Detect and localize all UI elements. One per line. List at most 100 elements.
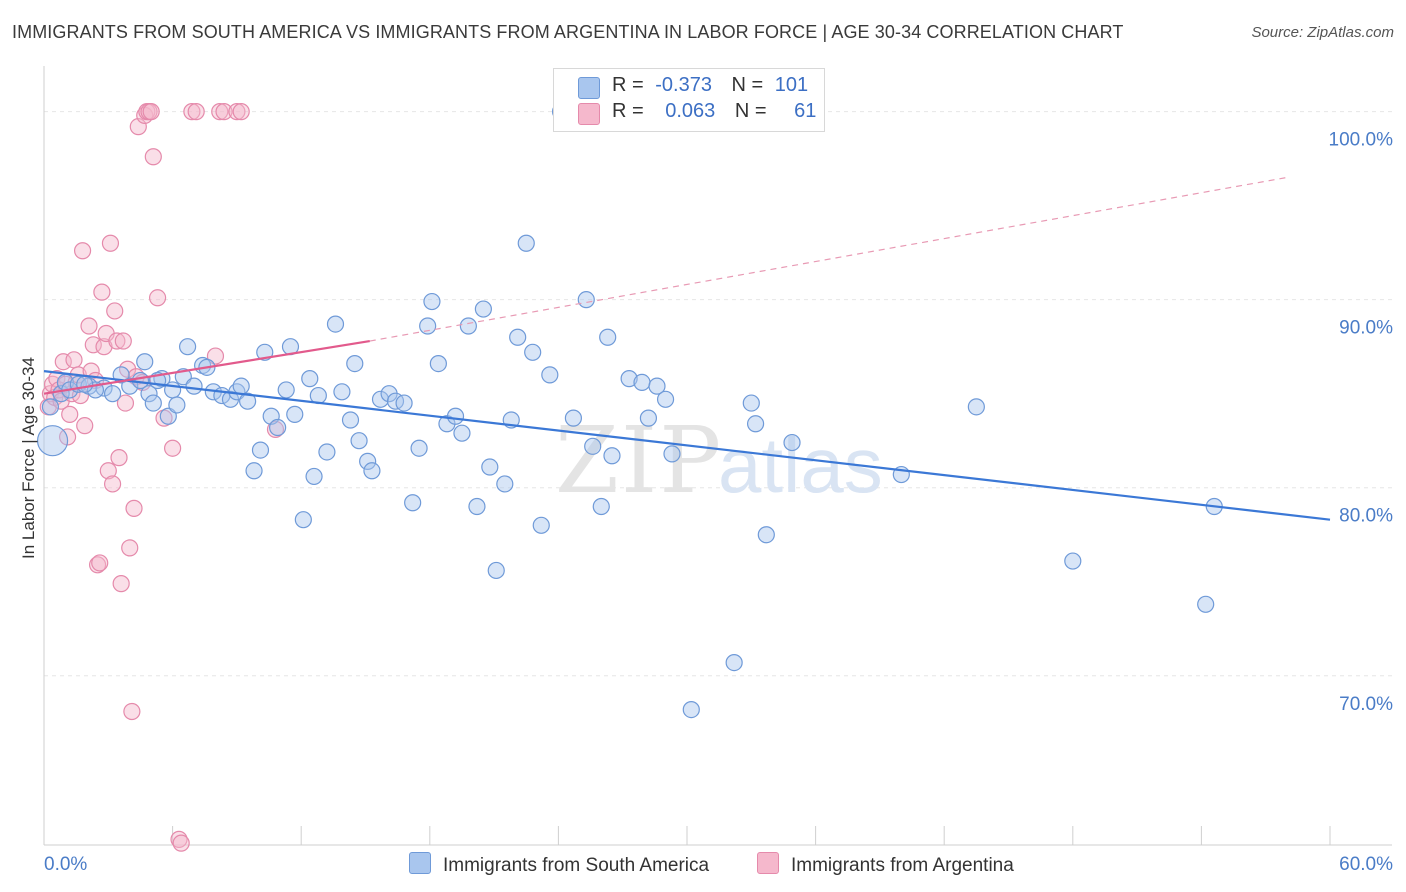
point-argentina [228,103,246,121]
n-label: N = [731,74,764,96]
bottom-legend-swatch-pink [757,852,779,874]
point-south-america [663,445,681,463]
point-argentina [106,302,124,320]
point-argentina [187,103,205,121]
point-south-america [648,377,666,395]
point-south-america [326,315,345,333]
bottom-legend-label: Immigrants from South America [443,855,710,876]
point-south-america [277,381,295,399]
point-south-america [419,317,437,335]
point-south-america [333,383,351,401]
point-south-america [446,407,465,425]
x-tick-label: 0.0% [44,854,87,875]
y-tick-label: 100.0% [1329,130,1394,151]
point-argentina [108,332,126,350]
point-south-america [509,328,527,346]
point-south-america [564,409,583,427]
point-south-america [350,432,368,450]
point-argentina [112,575,130,593]
chart-title: IMMIGRANTS FROM SOUTH AMERICA VS IMMIGRA… [12,22,1124,42]
point-argentina [148,289,167,307]
point-argentina [211,103,229,121]
trend-line-argentina [43,339,370,395]
point-argentina [110,449,128,467]
point-south-america [783,433,801,452]
point-south-america [251,441,270,459]
legend-text: R = -0.373 N = 101 [612,74,808,97]
point-argentina [116,394,135,412]
bottom-legend-south-america: Immigrants from South America [409,852,709,877]
point-south-america [459,317,477,335]
point-argentina [164,439,182,457]
point-argentina [93,283,111,301]
point-argentina [54,353,72,371]
n-label: N = [734,100,767,122]
trend-line-argentina-extended [369,176,1288,342]
point-south-america [140,385,158,403]
point-south-america [359,452,377,470]
point-argentina [172,834,190,852]
point-south-america [305,467,323,486]
point-argentina [73,242,92,260]
bottom-legend-label: Immigrants from Argentina [791,855,1014,876]
point-south-america [603,447,621,465]
point-south-america [496,475,514,493]
point-south-america [395,394,413,412]
point-south-america [168,396,186,414]
point-argentina [144,148,162,166]
point-south-america [725,653,743,672]
point-south-america [742,394,760,412]
point-south-america [639,409,658,427]
point-argentina [121,539,139,557]
point-south-america [487,561,505,580]
point-south-america [453,424,471,442]
trend-line-south-america [43,370,1331,521]
point-south-america [423,292,441,311]
trend-lines [43,176,1331,521]
y-tick-label: 80.0% [1339,506,1393,527]
point-argentina [183,103,201,121]
point-argentina [103,475,122,493]
point-south-america [245,462,263,480]
point-south-america [103,385,122,403]
point-argentina [61,405,79,423]
point-argentina [65,351,83,369]
point-south-america [136,353,154,371]
point-argentina [99,462,117,480]
point-south-america [481,458,499,476]
point-argentina [84,336,102,354]
point-south-america [592,497,610,516]
point-argentina [80,317,98,335]
point-south-america [41,398,60,416]
bottom-legend-argentina: Immigrants from Argentina [757,852,1014,877]
point-south-america [144,394,162,412]
point-south-america [429,354,447,373]
point-argentina [101,234,120,252]
point-south-america [524,343,542,361]
point-south-america [517,234,535,252]
point-south-america [232,377,250,395]
point-south-america [620,370,638,388]
point-south-america [474,300,492,318]
point-argentina [142,103,160,121]
point-argentina [91,554,109,572]
series-argentina-points [39,103,285,852]
point-argentina [125,499,143,517]
y-tick-label: 90.0% [1339,318,1393,339]
point-south-america [76,375,94,393]
point-south-america [301,370,319,388]
point-argentina [76,417,94,435]
legend-swatch-pink [578,103,600,125]
watermark-zip: ZIP [555,407,723,514]
legend-swatch-blue [578,77,600,99]
point-south-america [294,511,312,529]
point-south-america [346,354,364,373]
point-argentina [215,103,233,121]
n-value: 61 [794,100,817,122]
point-south-america [746,415,765,433]
legend: R = -0.373 N = 101 R = 0.063 N = 61 [553,68,825,132]
legend-text: R = 0.063 N = 61 [612,100,816,123]
point-south-america [633,373,651,391]
point-south-america [967,398,985,416]
